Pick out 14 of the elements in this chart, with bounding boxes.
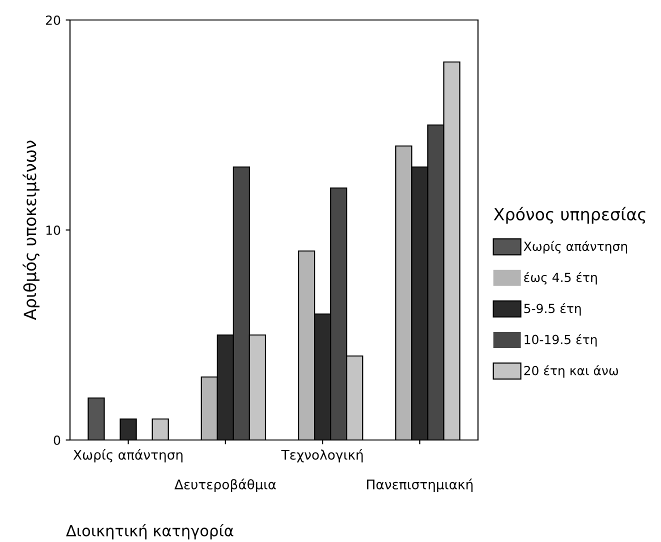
- y-tick-label: 0: [54, 435, 60, 445]
- x-axis-title: Διοικητική κατηγορία: [66, 524, 234, 540]
- legend-label: 10-19.5 έτη: [524, 334, 597, 347]
- x-tick-label: Δευτεροβάθμια: [174, 478, 276, 492]
- y-tick-label: 10: [46, 225, 60, 235]
- x-tick-label: Τεχνολογική: [281, 449, 363, 462]
- x-tick-label: Πανεπιστημιακή: [367, 478, 473, 492]
- legend-title: Χρόνος υπηρεσίας: [494, 206, 646, 224]
- legend-label: 5-9.5 έτη: [524, 303, 581, 316]
- legend-label: έως 4.5 έτη: [524, 272, 597, 285]
- y-tick-label: 20: [46, 15, 60, 25]
- legend-label: Χωρίς απάντηση: [524, 240, 628, 254]
- legend-label: 20 έτη και άνω: [524, 365, 618, 378]
- y-axis-title: Αριθμός υποκειμένων: [22, 140, 40, 320]
